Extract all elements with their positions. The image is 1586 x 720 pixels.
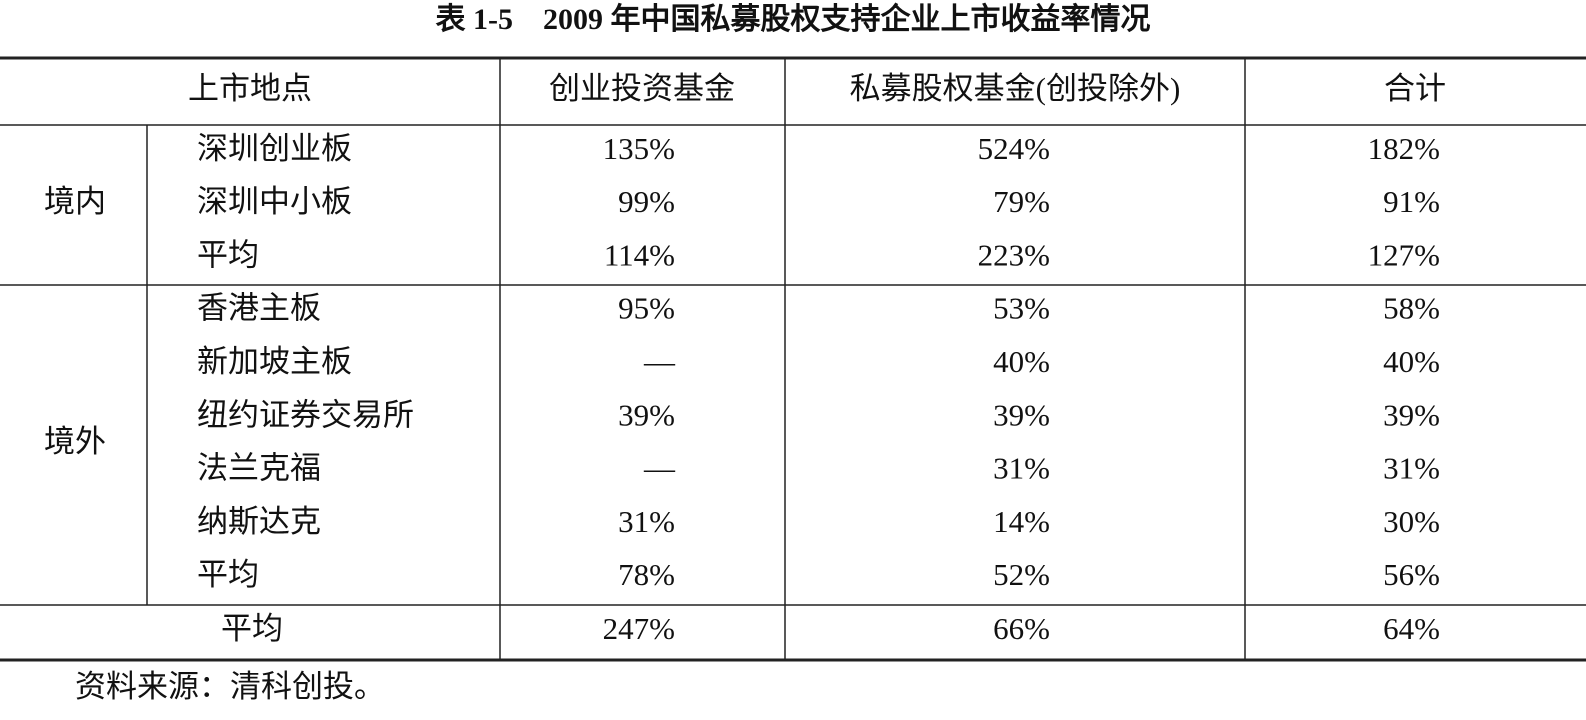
row-label: 新加坡主板 [197, 344, 352, 379]
row-label: 香港主板 [197, 291, 321, 326]
total-label: 平均 [221, 611, 283, 646]
group-label: 境内 [44, 184, 106, 219]
cell: 114% [604, 237, 675, 272]
cell: 39% [1383, 397, 1440, 432]
cell: 31% [1383, 451, 1440, 486]
cell: — [643, 344, 676, 379]
cell: 39% [993, 397, 1050, 432]
row-label: 平均 [197, 237, 259, 272]
table-title: 表 1-5 2009 年中国私募股权支持企业上市收益率情况 [436, 2, 1151, 36]
cell: 52% [993, 557, 1050, 592]
cell: 66% [993, 611, 1050, 646]
cell: 127% [1368, 237, 1440, 272]
row-label: 纳斯达克 [197, 504, 321, 539]
cell: 58% [1383, 291, 1440, 326]
cell: 31% [618, 504, 675, 539]
row-label: 深圳创业板 [197, 131, 352, 166]
group-label: 境外 [44, 424, 106, 459]
cell: 14% [993, 504, 1050, 539]
cell: 79% [993, 184, 1050, 219]
cell: 99% [618, 184, 675, 219]
row-label: 深圳中小板 [197, 184, 352, 219]
cell: — [643, 451, 676, 486]
source-note: 资料来源：清科创投。 [75, 669, 385, 704]
row-label: 纽约证券交易所 [197, 397, 414, 432]
header-cell: 私募股权基金(创投除外) [850, 71, 1181, 106]
header-cell: 合计 [1384, 71, 1446, 106]
cell: 78% [618, 557, 675, 592]
cell: 31% [993, 451, 1050, 486]
cell: 223% [978, 237, 1050, 272]
cell: 40% [993, 344, 1050, 379]
cell: 40% [1383, 344, 1440, 379]
cell: 53% [993, 291, 1050, 326]
cell: 135% [603, 131, 675, 166]
cell: 30% [1383, 504, 1440, 539]
header-cell: 上市地点 [188, 71, 312, 106]
row-label: 平均 [197, 557, 259, 592]
cell: 64% [1383, 611, 1440, 646]
cell: 182% [1368, 131, 1440, 166]
cell: 39% [618, 397, 675, 432]
header-cell: 创业投资基金 [549, 71, 735, 106]
cell: 56% [1383, 557, 1440, 592]
cell: 247% [603, 611, 675, 646]
row-label: 法兰克福 [197, 451, 321, 486]
cell: 95% [618, 291, 675, 326]
cell: 524% [978, 131, 1050, 166]
cell: 91% [1383, 184, 1440, 219]
